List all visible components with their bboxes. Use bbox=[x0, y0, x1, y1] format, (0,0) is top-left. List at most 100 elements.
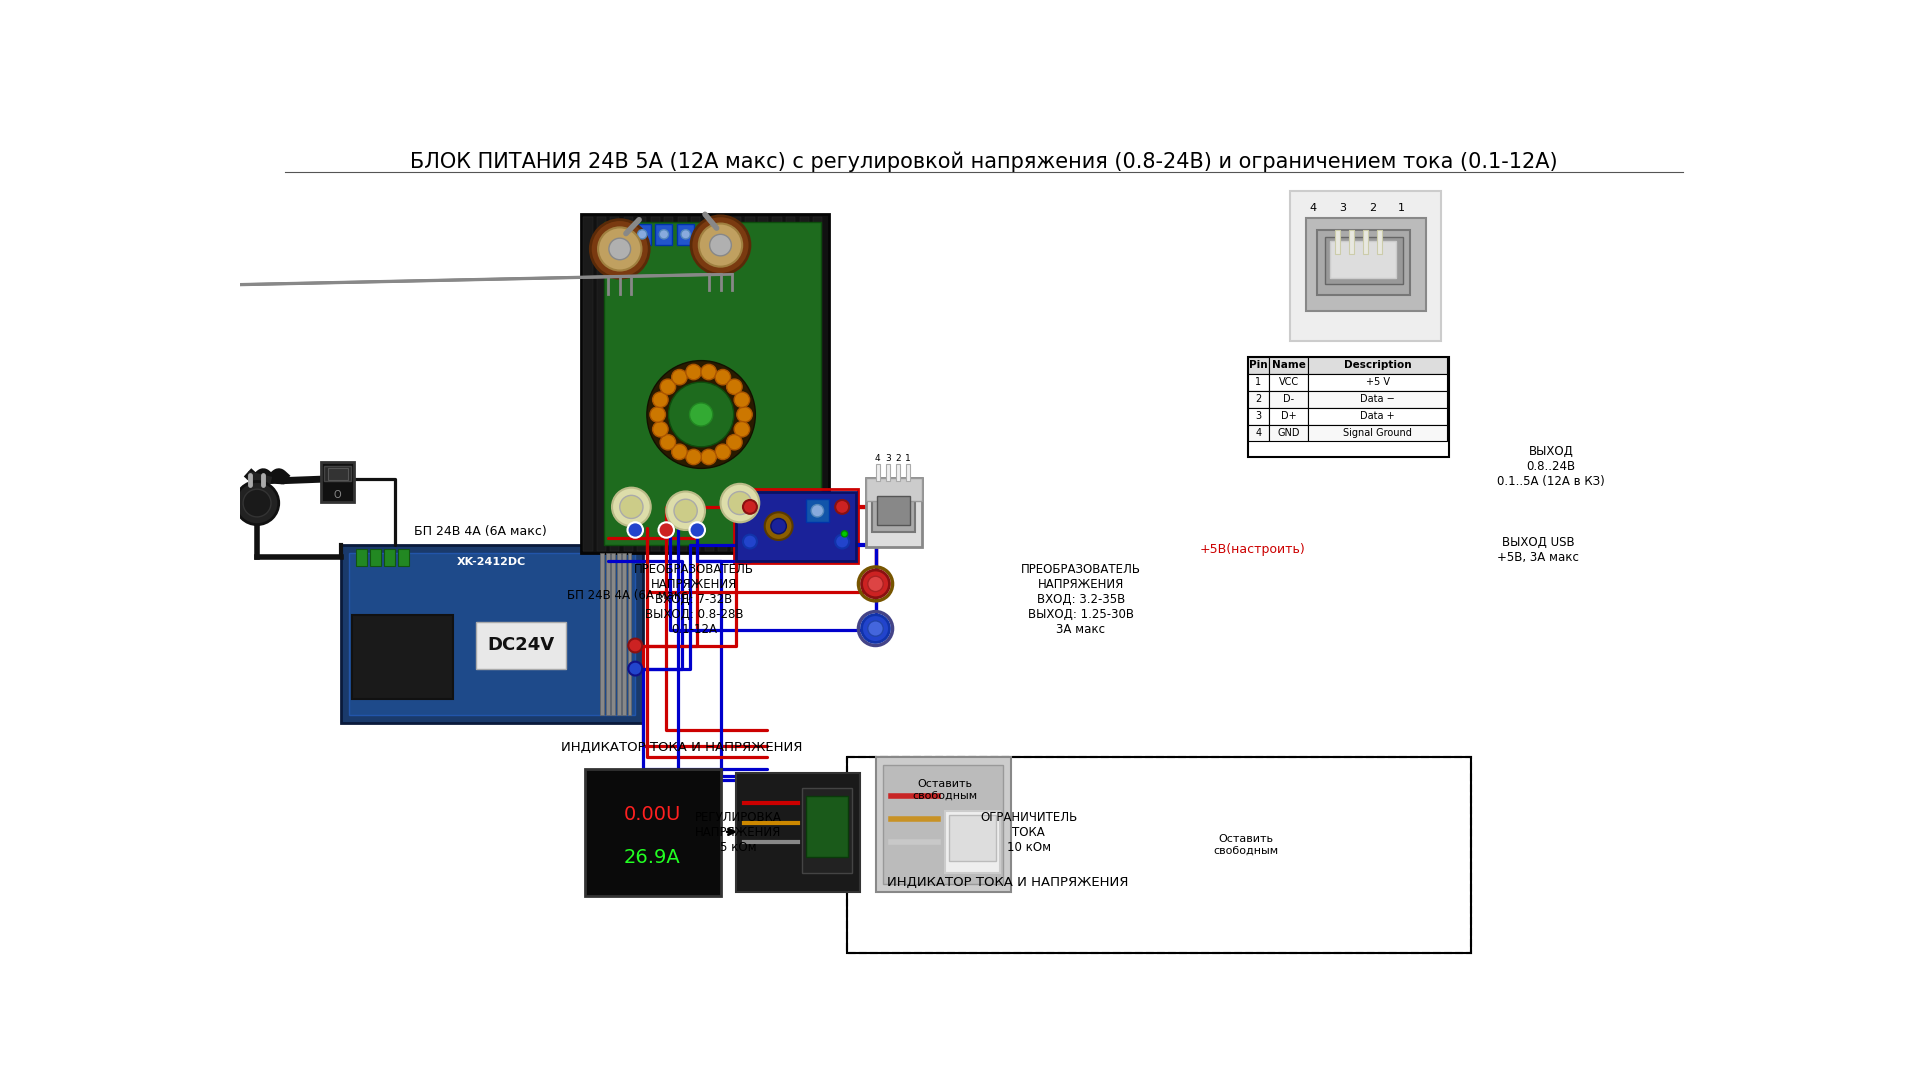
Bar bbox=[1248, 391, 1269, 407]
Text: 4: 4 bbox=[1256, 428, 1261, 438]
Bar bbox=[1308, 391, 1448, 407]
Circle shape bbox=[689, 523, 705, 538]
Bar bbox=[772, 217, 781, 551]
Bar bbox=[397, 550, 409, 566]
Bar bbox=[1290, 191, 1442, 341]
Text: 2: 2 bbox=[1256, 394, 1261, 404]
Bar bbox=[476, 622, 566, 669]
Bar bbox=[718, 217, 728, 551]
Bar bbox=[607, 553, 611, 715]
Text: GND: GND bbox=[1277, 428, 1300, 438]
Text: 0.00U: 0.00U bbox=[624, 806, 682, 824]
Circle shape bbox=[764, 512, 793, 540]
Circle shape bbox=[647, 361, 755, 469]
Bar bbox=[612, 224, 630, 245]
Circle shape bbox=[733, 392, 749, 407]
Circle shape bbox=[668, 382, 733, 447]
Circle shape bbox=[689, 403, 712, 426]
Bar bbox=[624, 217, 634, 551]
Circle shape bbox=[714, 444, 732, 460]
Text: Name: Name bbox=[1271, 361, 1306, 370]
Bar bbox=[1377, 230, 1382, 255]
Text: ИНДИКАТОР ТОКА И НАПРЯЖЕНИЯ: ИНДИКАТОР ТОКА И НАПРЯЖЕНИЯ bbox=[561, 741, 803, 754]
Circle shape bbox=[628, 662, 641, 675]
Circle shape bbox=[651, 407, 666, 422]
Circle shape bbox=[659, 230, 668, 239]
Text: ПРЕОБРАЗОВАТЕЛЬ
НАПРЯЖЕНИЯ
ВХОД: 3.2-35В
ВЫХОД: 1.25-30В
3А макс: ПРЕОБРАЗОВАТЕЛЬ НАПРЯЖЕНИЯ ВХОД: 3.2-35В… bbox=[1021, 563, 1140, 636]
Bar bbox=[785, 217, 795, 551]
Bar bbox=[945, 811, 1000, 873]
Bar bbox=[664, 217, 674, 551]
Text: 3: 3 bbox=[885, 454, 891, 463]
Text: Оставить
свободным: Оставить свободным bbox=[1213, 834, 1279, 855]
Circle shape bbox=[628, 523, 643, 538]
Bar bbox=[847, 757, 1471, 953]
Text: 3: 3 bbox=[1256, 411, 1261, 421]
Bar bbox=[1308, 407, 1448, 424]
Bar bbox=[735, 772, 860, 892]
Text: БП 24В 4А (6А макс): БП 24В 4А (6А макс) bbox=[415, 525, 547, 538]
Bar bbox=[847, 757, 1471, 953]
Bar bbox=[1308, 424, 1448, 442]
Bar bbox=[691, 217, 701, 551]
Circle shape bbox=[733, 421, 749, 437]
Circle shape bbox=[691, 216, 751, 274]
Bar bbox=[634, 224, 651, 245]
Circle shape bbox=[810, 504, 824, 517]
Circle shape bbox=[609, 239, 630, 259]
Bar bbox=[622, 553, 626, 715]
Bar bbox=[678, 217, 687, 551]
Bar bbox=[812, 217, 822, 551]
Circle shape bbox=[597, 228, 641, 270]
Text: O: O bbox=[334, 490, 342, 500]
Bar bbox=[611, 217, 618, 551]
Bar bbox=[866, 477, 922, 501]
Bar bbox=[1248, 356, 1269, 374]
Circle shape bbox=[674, 499, 697, 523]
Circle shape bbox=[835, 500, 849, 514]
Text: 1: 1 bbox=[904, 454, 910, 463]
Bar bbox=[605, 222, 822, 545]
Bar bbox=[948, 815, 996, 861]
Circle shape bbox=[737, 407, 753, 422]
Text: 4: 4 bbox=[876, 454, 881, 463]
Bar bbox=[1306, 218, 1427, 311]
Bar bbox=[1334, 230, 1340, 255]
Circle shape bbox=[660, 434, 676, 450]
Text: 26.9A: 26.9A bbox=[624, 848, 682, 867]
Circle shape bbox=[868, 621, 883, 636]
Circle shape bbox=[620, 496, 643, 518]
Bar bbox=[611, 553, 614, 715]
Bar bbox=[584, 217, 593, 551]
Bar bbox=[705, 217, 714, 551]
Circle shape bbox=[701, 449, 716, 464]
Circle shape bbox=[236, 482, 278, 525]
Bar bbox=[1308, 374, 1448, 391]
Circle shape bbox=[672, 369, 687, 384]
Bar bbox=[1248, 356, 1450, 457]
Circle shape bbox=[701, 364, 716, 380]
Circle shape bbox=[841, 530, 847, 537]
Bar bbox=[1325, 238, 1402, 284]
Text: Signal Ground: Signal Ground bbox=[1344, 428, 1411, 438]
Circle shape bbox=[628, 638, 641, 652]
Circle shape bbox=[659, 523, 674, 538]
Bar bbox=[745, 217, 755, 551]
Text: 3: 3 bbox=[1340, 203, 1346, 213]
Text: D+: D+ bbox=[1281, 411, 1296, 421]
Circle shape bbox=[710, 234, 732, 256]
Bar bbox=[1269, 374, 1308, 391]
Bar bbox=[597, 217, 607, 551]
Text: Оставить
свободным: Оставить свободным bbox=[912, 779, 977, 800]
Bar bbox=[1331, 241, 1396, 279]
Text: +5 V: +5 V bbox=[1365, 377, 1390, 387]
Circle shape bbox=[653, 421, 668, 437]
Text: РЕГУЛИРОВКА
НАПРЯЖЕНИЯ
5 кОм: РЕГУЛИРОВКА НАПРЯЖЕНИЯ 5 кОм bbox=[695, 811, 781, 854]
Bar bbox=[357, 550, 367, 566]
Circle shape bbox=[868, 577, 883, 592]
Text: 4: 4 bbox=[1309, 203, 1317, 213]
Bar bbox=[799, 217, 808, 551]
Text: Pin: Pin bbox=[1250, 361, 1267, 370]
Bar bbox=[384, 550, 396, 566]
Circle shape bbox=[589, 219, 649, 279]
